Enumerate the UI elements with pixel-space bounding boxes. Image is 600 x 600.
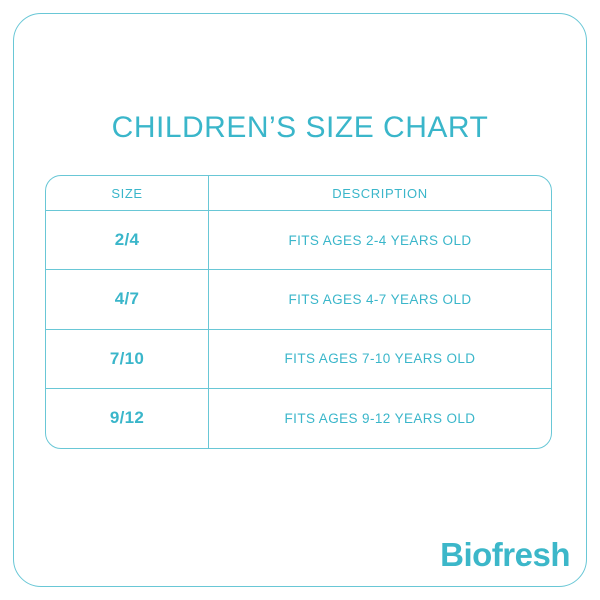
size-cell: 4/7 <box>46 270 209 330</box>
description-cell: FITS AGES 7-10 YEARS OLD <box>209 330 551 389</box>
biofresh-logo: Biofresh <box>440 536 570 573</box>
description-cell: FITS AGES 9-12 YEARS OLD <box>284 410 476 426</box>
description-cell: FITS AGES 4-7 YEARS OLD <box>209 270 551 330</box>
column-header-size: SIZE <box>46 176 209 211</box>
size-table: SIZE DESCRIPTION 2/4 FITS AGES 2-4 YEARS… <box>45 175 552 449</box>
column-header-description: DESCRIPTION <box>209 176 551 211</box>
size-cell: 2/4 <box>46 211 209 271</box>
size-cell: 9/12 <box>46 388 209 448</box>
description-cell: FITS AGES 2-4 YEARS OLD <box>209 211 551 271</box>
size-cell: 7/10 <box>46 329 209 389</box>
page-title: CHILDREN’S SIZE CHART <box>111 111 489 144</box>
